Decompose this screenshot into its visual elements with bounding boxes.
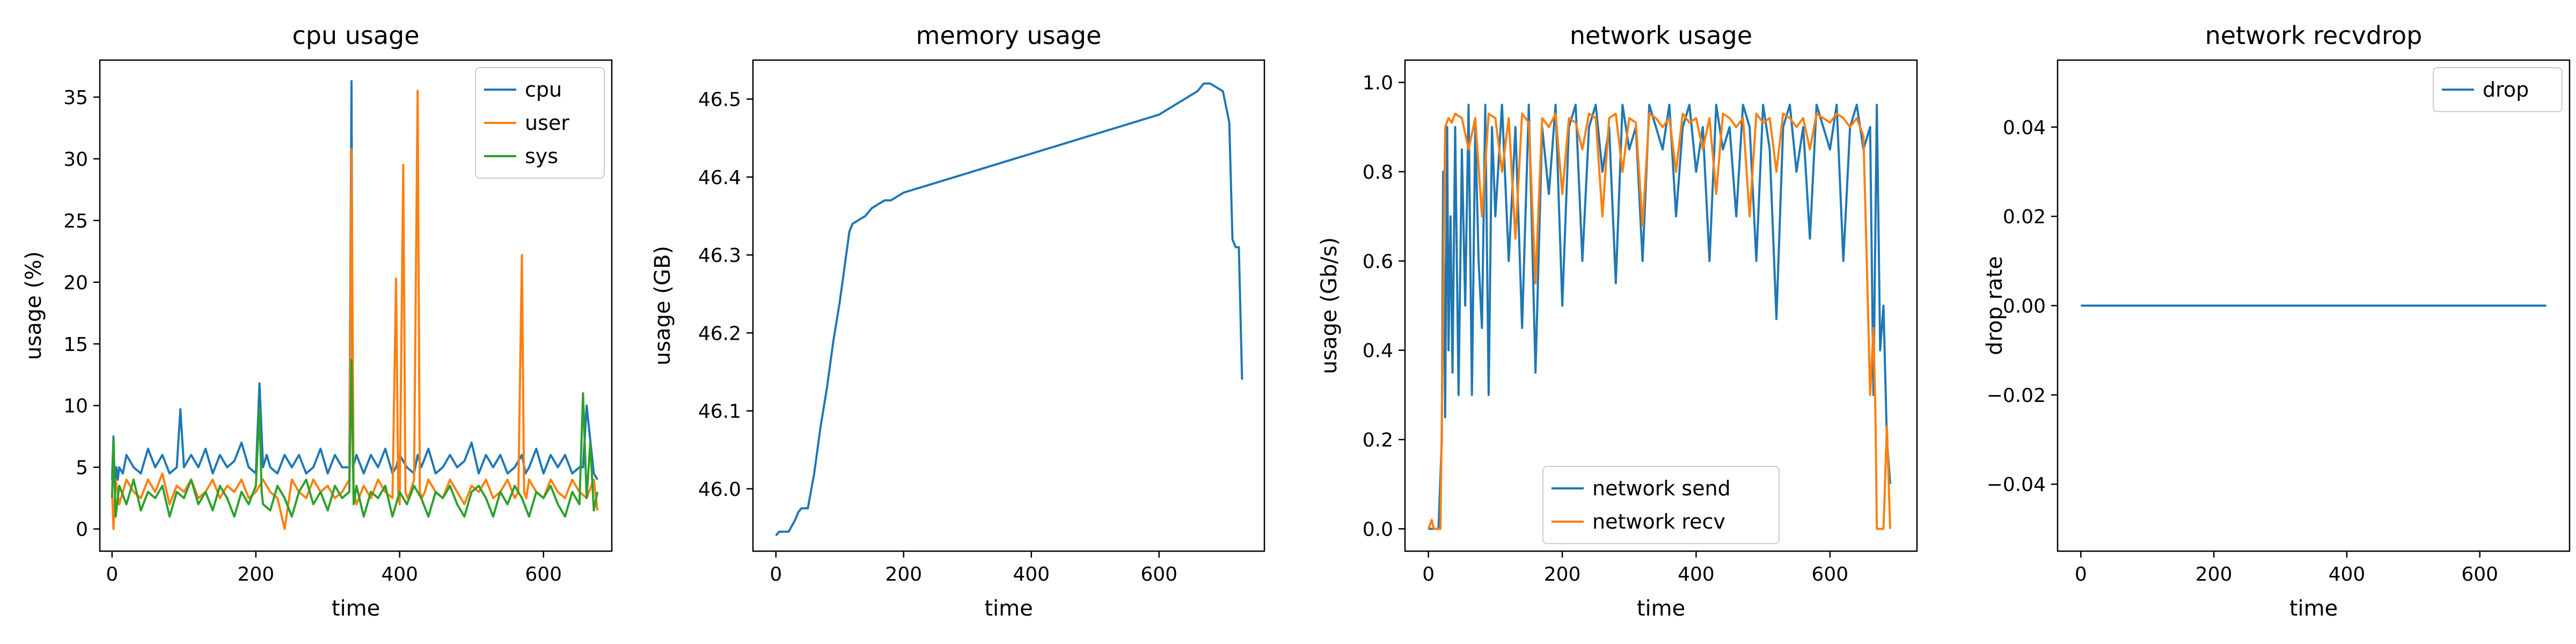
chart-2: 0 200 400 600 46.0 46.1 46.2 46.3 46.4 46.5 memory… (650, 21, 1265, 621)
y-tick-label: 46.4 (698, 167, 741, 189)
x-axis-label: time (332, 596, 380, 621)
y-axis-label: usage (Gb/s) (1317, 237, 1342, 374)
chart-title: cpu usage (292, 21, 419, 50)
chart-3: 0 200 400 600 0.0 0.2 0.4 0.6 0.8 1.0 network usag… (1317, 21, 1918, 621)
legend-label: cpu (525, 78, 562, 101)
x-tick-label: 200 (1544, 564, 1581, 586)
legend-label: user (525, 111, 569, 135)
x-tick-label: 0 (770, 564, 782, 586)
y-tick-label: −0.02 (1987, 385, 2046, 407)
legend-box (1542, 466, 1780, 544)
legend-box (2433, 67, 2563, 112)
y-tick-label: 20 (63, 272, 88, 294)
x-tick-label: 600 (1812, 564, 1849, 586)
plot-frame (752, 59, 1265, 552)
x-tick-label: 0 (2075, 564, 2087, 586)
chart-1: 0 200 400 600 0 5 10 15 20 25 30 35 cpu usage time usa… (21, 21, 613, 621)
legend-label: sys (525, 144, 558, 168)
x-axis-label: time (984, 596, 1033, 621)
chart-title: network usage (1570, 21, 1752, 50)
y-tick-label: 5 (76, 457, 88, 479)
x-tick-label: 200 (237, 564, 274, 586)
series-line-main (775, 82, 1243, 537)
chart-title: memory usage (916, 21, 1102, 50)
x-tick-label: 600 (2461, 564, 2498, 586)
y-tick-label: 46.5 (698, 89, 741, 111)
plot-frame (99, 59, 613, 552)
series-line-network-send (1428, 104, 1892, 530)
y-tick-label: 10 (63, 396, 88, 418)
y-axis-label: drop rate (1982, 256, 2007, 355)
y-tick-label: 1.0 (1363, 72, 1393, 94)
legend: cpu user sys (475, 67, 605, 179)
y-axis-label: usage (%) (21, 251, 46, 360)
y-tick-label: 0.00 (2003, 296, 2046, 318)
legend: network send network recv (1542, 466, 1780, 544)
y-tick-label: 0.2 (1363, 429, 1393, 451)
legend-box (475, 67, 605, 179)
x-tick-label: 400 (1013, 564, 1050, 586)
x-tick-label: 600 (525, 564, 562, 586)
x-tick-label: 400 (1678, 564, 1715, 586)
x-tick-label: 600 (1140, 564, 1177, 586)
y-tick-label: 25 (63, 210, 88, 232)
x-axis-label: time (1637, 596, 1685, 621)
y-tick-label: 0.4 (1363, 340, 1393, 362)
y-axis-label: usage (GB) (650, 246, 675, 365)
y-tick-label: 0.02 (2003, 206, 2046, 228)
y-tick-label: 0.04 (2003, 117, 2046, 139)
y-tick-label: 46.2 (698, 323, 741, 345)
x-axis-label: time (2289, 596, 2338, 621)
series-line-sys (111, 358, 599, 518)
chart-4: 0 200 400 600 −0.04 −0.02 0.00 0.02 0.04 network … (1982, 21, 2571, 621)
y-tick-label: 0.6 (1363, 251, 1393, 273)
y-tick-label: 0 (76, 519, 88, 541)
x-tick-label: 400 (381, 564, 418, 586)
y-tick-label: 0.0 (1363, 518, 1393, 540)
x-tick-label: 200 (2196, 564, 2233, 586)
series-line-network-recv (1427, 112, 1892, 530)
legend-label: drop (2483, 78, 2529, 101)
x-tick-label: 200 (885, 564, 922, 586)
y-tick-label: 35 (63, 87, 88, 109)
x-tick-label: 0 (106, 564, 118, 586)
series-line-user (111, 90, 599, 530)
y-tick-label: 46.1 (698, 401, 741, 423)
y-tick-label: 30 (63, 149, 88, 171)
y-tick-label: −0.04 (1987, 474, 2046, 496)
y-tick-label: 15 (63, 334, 88, 356)
plot-frame (1404, 59, 1918, 552)
chart-title: network recvdrop (2205, 21, 2423, 50)
x-tick-label: 400 (2329, 564, 2366, 586)
y-tick-label: 0.8 (1363, 162, 1393, 184)
y-tick-label: 46.0 (698, 479, 741, 501)
legend-label: network recv (1592, 510, 1725, 533)
legend: drop (2433, 67, 2563, 112)
legend-label: network send (1592, 477, 1731, 500)
y-tick-label: 46.3 (698, 245, 741, 267)
x-tick-label: 0 (1422, 564, 1435, 586)
